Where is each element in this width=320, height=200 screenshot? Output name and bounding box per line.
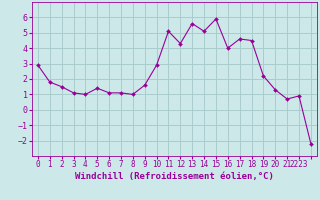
X-axis label: Windchill (Refroidissement éolien,°C): Windchill (Refroidissement éolien,°C) <box>75 172 274 181</box>
